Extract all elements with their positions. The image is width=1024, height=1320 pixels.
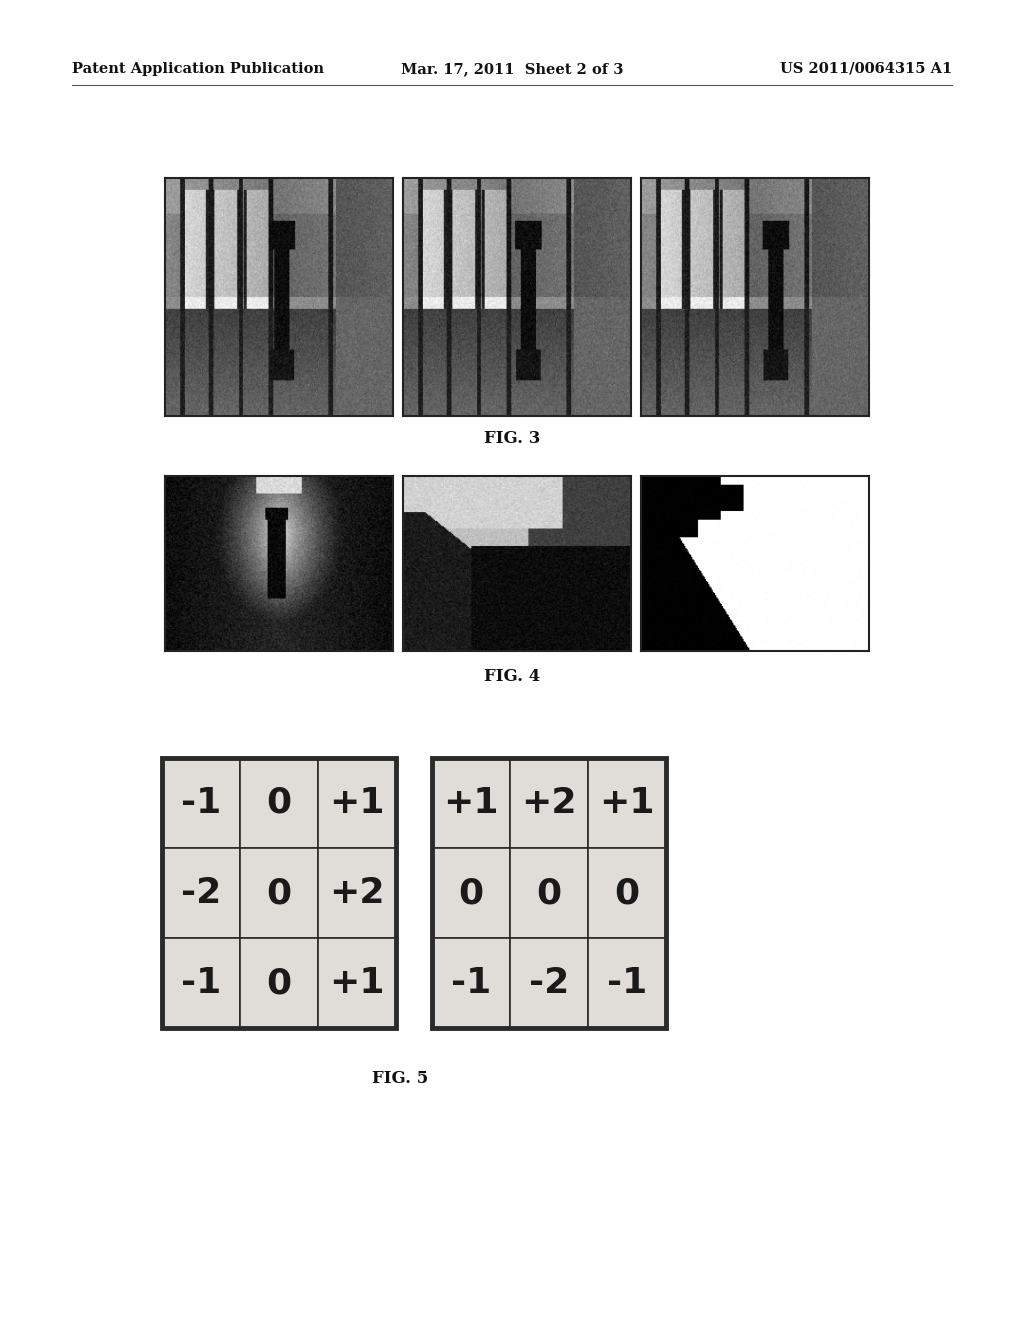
Text: 0: 0 xyxy=(614,876,640,909)
Text: +2: +2 xyxy=(521,785,577,820)
Text: -1: -1 xyxy=(607,966,647,1001)
Text: 0: 0 xyxy=(459,876,483,909)
Text: US 2011/0064315 A1: US 2011/0064315 A1 xyxy=(779,62,952,77)
Text: FIG. 3: FIG. 3 xyxy=(483,430,541,447)
Text: FIG. 4: FIG. 4 xyxy=(484,668,540,685)
Text: +1: +1 xyxy=(599,785,654,820)
Text: Mar. 17, 2011  Sheet 2 of 3: Mar. 17, 2011 Sheet 2 of 3 xyxy=(400,62,624,77)
Text: 0: 0 xyxy=(266,876,292,909)
Text: -2: -2 xyxy=(181,876,221,909)
Text: -2: -2 xyxy=(528,966,569,1001)
Text: +1: +1 xyxy=(330,785,385,820)
Text: +2: +2 xyxy=(330,876,385,909)
Text: 0: 0 xyxy=(537,876,561,909)
Text: -1: -1 xyxy=(181,966,221,1001)
Text: 0: 0 xyxy=(266,966,292,1001)
Text: 0: 0 xyxy=(266,785,292,820)
Text: +1: +1 xyxy=(443,785,499,820)
Text: FIG. 5: FIG. 5 xyxy=(372,1071,428,1086)
Text: Patent Application Publication: Patent Application Publication xyxy=(72,62,324,77)
Text: -1: -1 xyxy=(451,966,492,1001)
Text: -1: -1 xyxy=(181,785,221,820)
Text: +1: +1 xyxy=(330,966,385,1001)
